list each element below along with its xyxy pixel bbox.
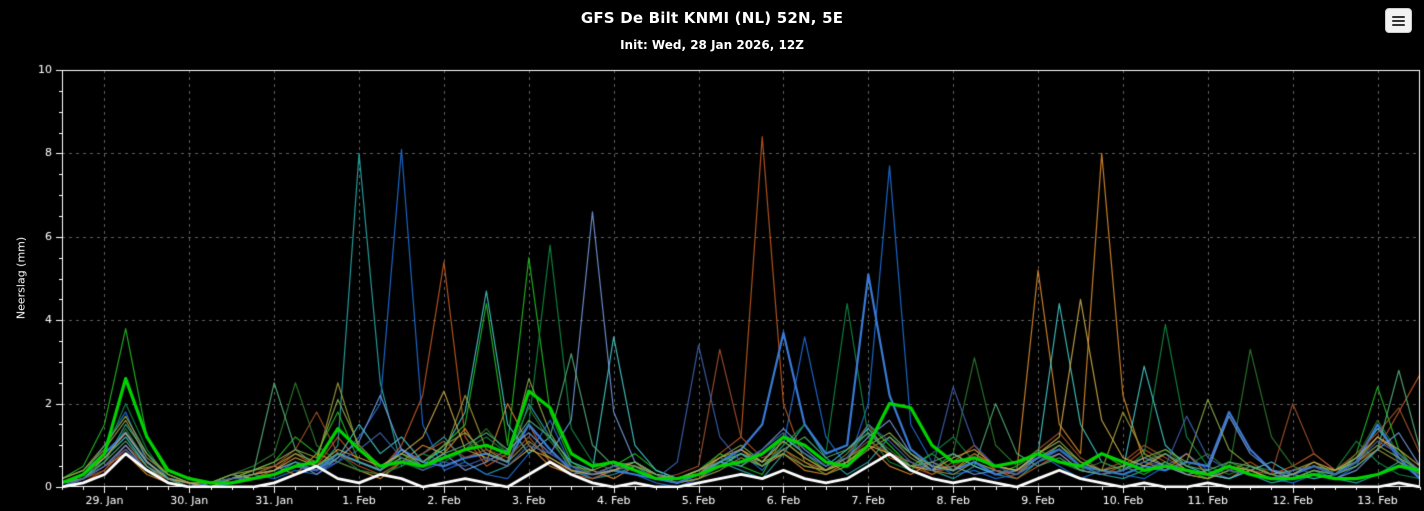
chart-title: GFS De Bilt KNMI (NL) 52N, 5E	[580, 9, 844, 27]
chart-header: GFS De Bilt KNMI (NL) 52N, 5E Init: Wed,…	[0, 0, 1424, 60]
menu-button[interactable]	[1385, 8, 1412, 33]
y-axis-label: Neerslag (mm)	[14, 236, 28, 320]
ensemble-precipitation-chart	[0, 60, 1424, 511]
hamburger-icon	[1392, 15, 1405, 26]
chart-init-subtitle: Init: Wed, 28 Jan 2026, 12Z	[620, 38, 804, 52]
